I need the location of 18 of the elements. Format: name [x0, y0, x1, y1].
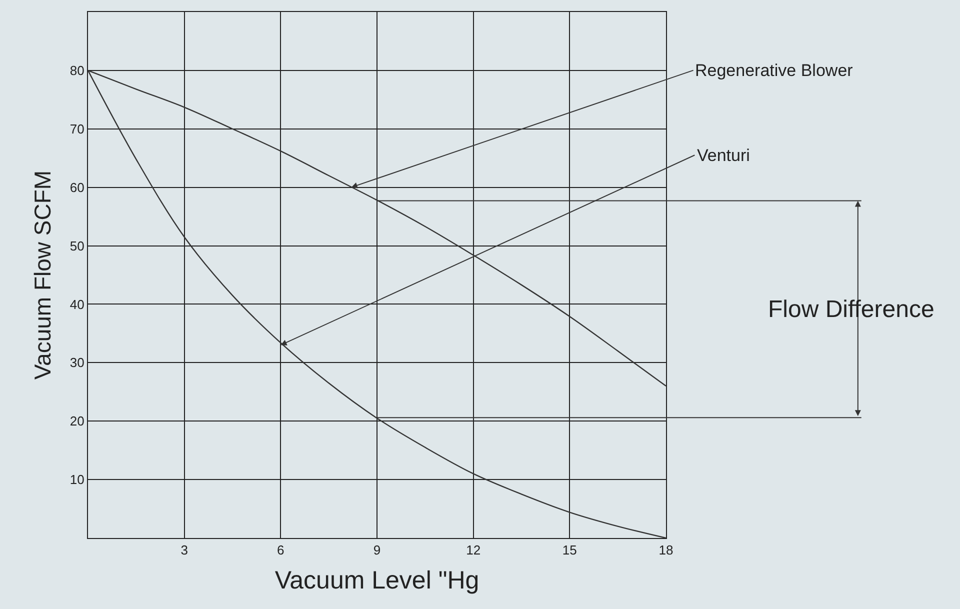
annotation: Regenerative Blower — [695, 61, 854, 80]
y-tick-label: 50 — [70, 238, 84, 254]
y-tick-label: 30 — [70, 355, 84, 370]
x-tick-label: 15 — [562, 542, 577, 558]
x-axis-title: Vacuum Level "Hg — [274, 566, 480, 595]
annotation: Venturi — [697, 146, 750, 165]
y-axis-title: Vacuum Flow SCFM — [29, 170, 56, 380]
y-tick-label: 60 — [70, 180, 84, 195]
y-tick-label: 10 — [70, 472, 84, 488]
y-tick-label: 70 — [70, 121, 84, 136]
y-tick-label: 40 — [70, 296, 84, 312]
x-tick-label: 9 — [373, 542, 381, 558]
x-tick-label: 18 — [658, 542, 674, 558]
y-tick-label: 20 — [70, 414, 84, 429]
y-tick-label: 80 — [70, 62, 84, 78]
x-tick-label: 12 — [466, 542, 481, 558]
x-tick-label: 3 — [180, 542, 188, 558]
x-tick-label: 6 — [277, 542, 284, 558]
